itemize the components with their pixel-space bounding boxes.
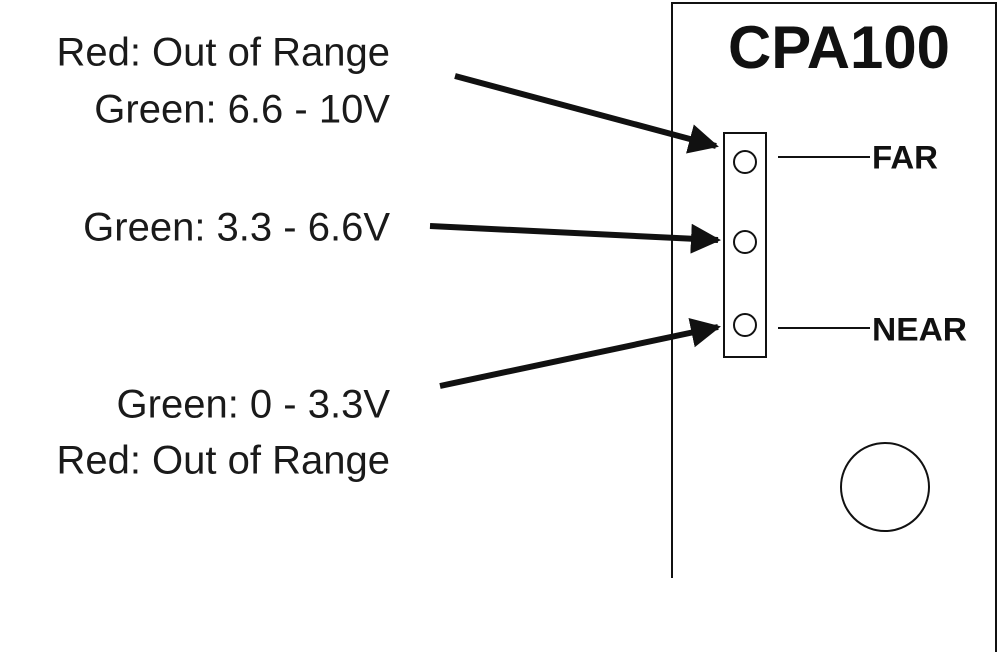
annotation-text: Green: 0 - 3.3V <box>117 383 391 427</box>
arrow <box>454 73 719 154</box>
indicator-label: FAR <box>872 139 938 175</box>
led-strip <box>723 132 767 358</box>
arrow <box>429 223 721 254</box>
panel-title: CPA100 <box>728 14 950 81</box>
annotation-text: Red: Out of Range <box>56 31 390 75</box>
arrow <box>439 317 721 389</box>
annotation-text: Green: 3.3 - 6.6V <box>83 206 390 250</box>
annotation-text: Red: Out of Range <box>56 439 390 483</box>
knob <box>840 442 930 532</box>
led <box>733 313 757 337</box>
panel-outline <box>671 2 997 652</box>
led <box>733 150 757 174</box>
led <box>733 230 757 254</box>
annotation-text: Green: 6.6 - 10V <box>94 88 390 132</box>
indicator-label: NEAR <box>872 311 967 347</box>
